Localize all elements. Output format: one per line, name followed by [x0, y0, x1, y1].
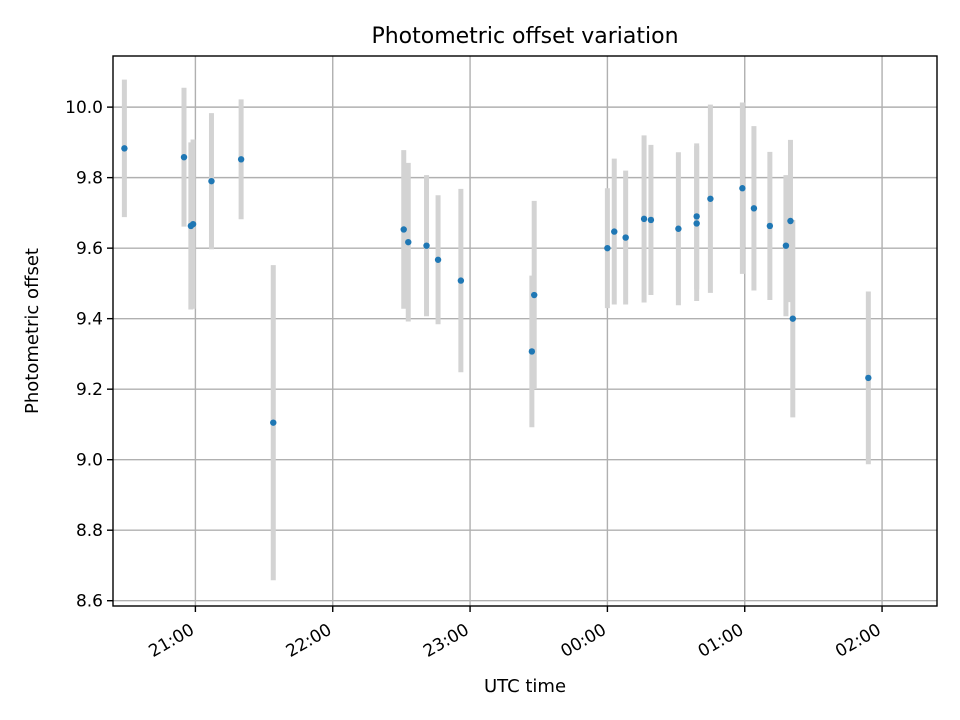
data-point: [789, 315, 796, 322]
x-tick-label: 01:00: [695, 620, 747, 662]
data-point: [208, 177, 215, 185]
data-point: [400, 226, 407, 233]
plot-frame: [112, 55, 938, 607]
y-tick-label: 9.2: [76, 380, 103, 400]
data-point: [270, 419, 277, 426]
data-point: [782, 242, 790, 249]
data-point: [693, 213, 700, 220]
y-tick-label: 8.8: [76, 521, 103, 541]
y-axis-label: Photometric offset: [22, 248, 43, 414]
y-tick-label: 9.4: [76, 310, 103, 330]
chart-title: Photometric offset variation: [371, 24, 678, 49]
data-point: [766, 222, 774, 230]
data-point: [405, 238, 412, 246]
error-bar-layer: [121, 79, 871, 581]
x-tick-label: 22:00: [283, 620, 335, 662]
x-tick-label: 23:00: [420, 620, 472, 662]
data-point: [457, 277, 465, 284]
axis-tick-layer: 21:00 22:00 23:00 00:00 01:00 02:00 8.6 8.8 9.0 9…: [65, 98, 884, 662]
data-point-layer: [121, 145, 872, 426]
data-point: [528, 348, 536, 355]
data-point: [237, 156, 245, 163]
y-tick-label: 9.6: [76, 239, 103, 259]
grid-layer: [113, 56, 937, 606]
data-point: [693, 220, 700, 227]
data-point: [611, 228, 618, 235]
data-point: [604, 244, 611, 252]
data-point: [739, 185, 746, 192]
data-point: [622, 234, 629, 241]
x-tick-label: 02:00: [832, 620, 884, 662]
x-axis-label: UTC time: [484, 676, 566, 697]
data-point: [121, 145, 128, 152]
data-point: [640, 215, 648, 223]
data-point: [189, 220, 197, 228]
x-tick-label: 21:00: [145, 620, 197, 662]
data-point: [434, 256, 442, 263]
y-tick-label: 9.8: [76, 169, 103, 189]
y-tick-label: 10.0: [65, 98, 103, 118]
data-point: [423, 242, 430, 249]
data-point: [865, 374, 872, 382]
data-point: [787, 217, 794, 225]
data-point: [675, 225, 682, 232]
data-point: [531, 291, 538, 299]
y-tick-label: 8.6: [76, 592, 103, 612]
y-tick-label: 9.0: [76, 451, 103, 471]
data-point: [647, 216, 655, 224]
x-tick-label: 00:00: [557, 620, 609, 662]
data-point: [707, 195, 714, 202]
data-point: [180, 153, 188, 161]
data-point: [750, 205, 758, 212]
